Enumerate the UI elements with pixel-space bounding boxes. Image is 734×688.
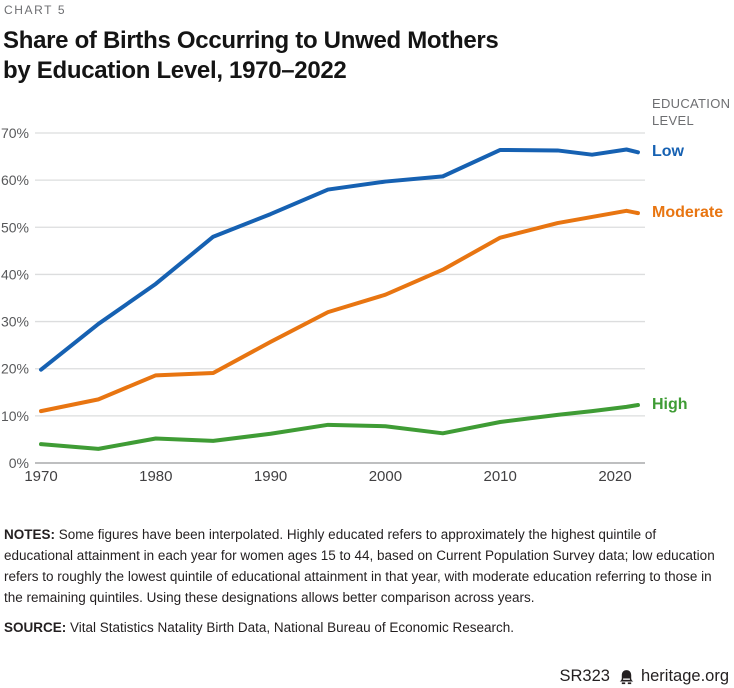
source-paragraph: SOURCE: Vital Statistics Natality Birth … bbox=[4, 617, 716, 638]
legend-heading-line1: EDUCATION bbox=[652, 96, 731, 111]
notes-paragraph: NOTES: Some figures have been interpolat… bbox=[4, 524, 716, 608]
legend-heading: EDUCATION LEVEL bbox=[652, 95, 730, 129]
svg-text:0%: 0% bbox=[9, 455, 29, 471]
svg-text:1980: 1980 bbox=[139, 468, 172, 485]
line-chart: 0% 10% 20% 30% 40% 50% 60% 70% 1970 1980 1990 2000 2… bbox=[1, 125, 645, 485]
footer: SR323 heritage.org bbox=[559, 667, 729, 686]
notes-text: Some figures have been interpolated. Hig… bbox=[4, 527, 715, 605]
chart-title-line2: by Education Level, 1970–2022 bbox=[3, 57, 347, 84]
source-text: Vital Statistics Natality Birth Data, Na… bbox=[66, 620, 514, 635]
chart-title: Share of Births Occurring to Unwed Mothe… bbox=[3, 26, 499, 86]
chart-title-line1: Share of Births Occurring to Unwed Mothe… bbox=[3, 27, 499, 54]
series-label-high: High bbox=[652, 396, 688, 413]
notes-label: NOTES: bbox=[4, 527, 56, 542]
heritage-bell-icon bbox=[619, 669, 634, 684]
svg-text:1970: 1970 bbox=[24, 468, 57, 485]
svg-text:2000: 2000 bbox=[369, 468, 402, 485]
svg-text:60%: 60% bbox=[1, 172, 29, 188]
svg-text:50%: 50% bbox=[1, 219, 29, 235]
svg-text:2010: 2010 bbox=[484, 468, 517, 485]
source-label: SOURCE: bbox=[4, 620, 67, 635]
legend-heading-line2: LEVEL bbox=[652, 113, 694, 128]
notes-block: NOTES: Some figures have been interpolat… bbox=[4, 524, 716, 638]
series-label-moderate: Moderate bbox=[652, 204, 724, 222]
svg-text:30%: 30% bbox=[1, 314, 29, 330]
svg-text:2020: 2020 bbox=[598, 468, 631, 485]
svg-text:20%: 20% bbox=[1, 361, 29, 377]
svg-text:40%: 40% bbox=[1, 266, 29, 282]
report-id: SR323 bbox=[559, 667, 610, 685]
series-label-low: Low bbox=[652, 143, 684, 161]
svg-text:1990: 1990 bbox=[254, 468, 287, 485]
heritage-url: heritage.org bbox=[640, 667, 729, 685]
svg-text:10%: 10% bbox=[1, 408, 29, 424]
svg-text:70%: 70% bbox=[1, 125, 29, 141]
chart-number: CHART 5 bbox=[4, 3, 67, 17]
